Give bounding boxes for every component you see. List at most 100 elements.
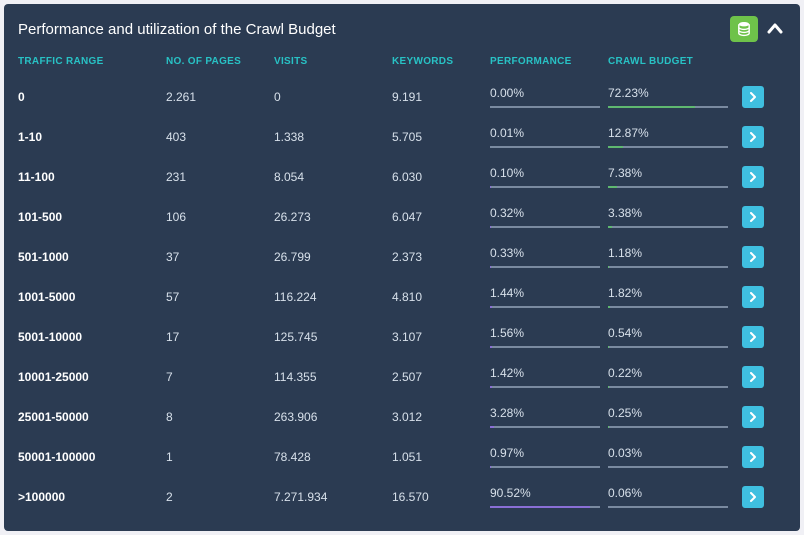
performance-bar-track [490,266,600,268]
row-action-button[interactable] [742,286,764,308]
cell-pages: 57 [166,290,266,304]
table-row: 25001-500008263.9063.0123.28%0.25% [18,397,786,437]
crawl-value: 72.23% [608,86,728,104]
cell-pages: 2 [166,490,266,504]
crawl-bar-fill [608,266,609,268]
crawl-bar-track [608,306,728,308]
collapse-button[interactable] [764,18,786,40]
performance-bar-track [490,346,600,348]
table-header: TRAFFIC RANGE NO. OF PAGES VISITS KEYWOR… [18,56,786,67]
row-action-button[interactable] [742,366,764,388]
row-action-button[interactable] [742,406,764,428]
row-action-button[interactable] [742,206,764,228]
chevron-up-icon [766,20,784,38]
crawl-bar-track [608,386,728,388]
crawl-bar-fill [608,146,623,148]
cell-performance: 90.52% [490,486,600,508]
cell-keywords: 6.030 [392,170,482,184]
table-body: 02.26109.1910.00%72.23%1-104031.3385.705… [18,77,786,517]
cell-pages: 106 [166,210,266,224]
cell-visits: 125.745 [274,330,384,344]
cell-performance: 0.00% [490,86,600,108]
crawl-value: 1.82% [608,286,728,304]
table-row: 501-10003726.7992.3730.33%1.18% [18,237,786,277]
chevron-right-icon [748,172,758,182]
cell-pages: 1 [166,450,266,464]
cell-performance: 1.42% [490,366,600,388]
chevron-right-icon [748,132,758,142]
performance-value: 1.56% [490,326,600,344]
chevron-right-icon [748,252,758,262]
row-action-button[interactable] [742,446,764,468]
table-row: 101-50010626.2736.0470.32%3.38% [18,197,786,237]
row-action-button[interactable] [742,326,764,348]
cell-performance: 1.44% [490,286,600,308]
cell-performance: 0.01% [490,126,600,148]
th-crawl-budget[interactable]: CRAWL BUDGET [608,56,728,67]
performance-bar-track [490,426,600,428]
th-traffic-range[interactable]: TRAFFIC RANGE [18,56,158,67]
cell-crawl-budget: 7.38% [608,166,728,188]
cell-visits: 1.338 [274,130,384,144]
table-row: 02.26109.1910.00%72.23% [18,77,786,117]
performance-value: 0.32% [490,206,600,224]
row-action-button[interactable] [742,246,764,268]
performance-value: 3.28% [490,406,600,424]
performance-bar-fill [490,306,492,308]
cell-crawl-budget: 0.03% [608,446,728,468]
performance-value: 0.97% [490,446,600,464]
table-row: 5001-1000017125.7453.1071.56%0.54% [18,317,786,357]
database-icon [736,21,752,37]
row-action-button[interactable] [742,86,764,108]
crawl-bar-fill [608,226,612,228]
crawl-bar-track [608,466,728,468]
cell-visits: 263.906 [274,410,384,424]
cell-traffic-range: 501-1000 [18,250,158,264]
row-action-button[interactable] [742,126,764,148]
header-buttons [730,16,786,42]
cell-traffic-range: 10001-25000 [18,370,158,384]
cell-performance: 0.32% [490,206,600,228]
crawl-value: 0.22% [608,366,728,384]
cell-visits: 8.054 [274,170,384,184]
th-keywords[interactable]: KEYWORDS [392,56,482,67]
crawl-value: 0.54% [608,326,728,344]
cell-keywords: 4.810 [392,290,482,304]
database-button[interactable] [730,16,758,42]
th-performance[interactable]: PERFORMANCE [490,56,600,67]
cell-keywords: 5.705 [392,130,482,144]
cell-performance: 0.97% [490,446,600,468]
cell-visits: 78.428 [274,450,384,464]
cell-crawl-budget: 72.23% [608,86,728,108]
cell-performance: 3.28% [490,406,600,428]
performance-bar-fill [490,346,492,348]
cell-performance: 0.10% [490,166,600,188]
performance-bar-track [490,186,600,188]
performance-bar-track [490,306,600,308]
cell-crawl-budget: 3.38% [608,206,728,228]
cell-traffic-range: 101-500 [18,210,158,224]
chevron-right-icon [748,212,758,222]
row-action-button[interactable] [742,166,764,188]
performance-value: 0.33% [490,246,600,264]
performance-value: 0.01% [490,126,600,144]
performance-value: 0.00% [490,86,600,104]
cell-crawl-budget: 0.54% [608,326,728,348]
table-row: >10000027.271.93416.57090.52%0.06% [18,477,786,517]
th-pages[interactable]: NO. OF PAGES [166,56,266,67]
performance-bar-fill [490,506,590,508]
crawl-bar-track [608,346,728,348]
chevron-right-icon [748,412,758,422]
row-action-button[interactable] [742,486,764,508]
cell-keywords: 3.012 [392,410,482,424]
chevron-right-icon [748,332,758,342]
cell-traffic-range: 11-100 [18,170,158,184]
th-visits[interactable]: VISITS [274,56,384,67]
cell-keywords: 6.047 [392,210,482,224]
crawl-bar-track [608,146,728,148]
crawl-bar-fill [608,186,617,188]
performance-bar-fill [490,466,491,468]
performance-bar-fill [490,426,494,428]
cell-traffic-range: 50001-100000 [18,450,158,464]
crawl-value: 1.18% [608,246,728,264]
